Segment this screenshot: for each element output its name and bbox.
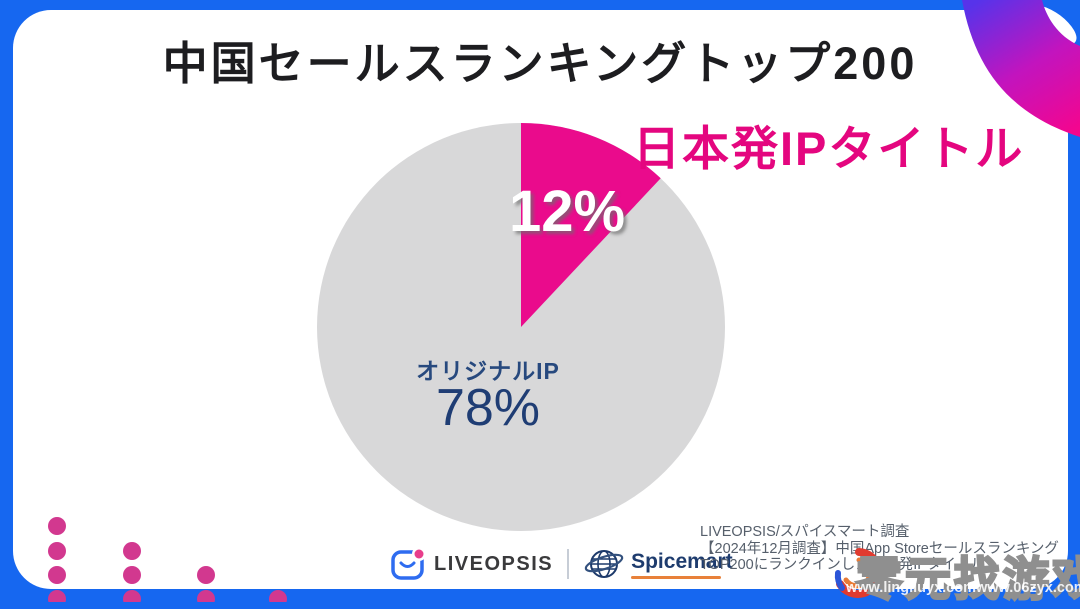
- watermark-brand-text: 零元找游戏: [855, 552, 1080, 607]
- page-title: 中国セールスランキングトップ200: [162, 38, 918, 89]
- pie-chart: [317, 123, 725, 531]
- source-line-1: LIVEOPSIS/スパイスマート調査: [700, 524, 910, 540]
- source-note: LIVEOPSIS/スパイスマート調査 【2024年12月調査】中国App St…: [700, 524, 1059, 574]
- source-line-2: 【2024年12月調査】中国App Storeセールスランキング: [700, 540, 1059, 557]
- watermark-urls: www.lingliuyx.com www.06zyx.com: [846, 580, 1080, 596]
- pie-value-japan-ip: 12%: [509, 179, 626, 244]
- source-line-3: TOP200にランクインした日本発IPタイトル: [700, 557, 985, 573]
- watermark-url-1: www.lingliuyx.com: [846, 580, 976, 596]
- corner-swoosh-decoration: [962, 0, 1080, 137]
- spicemart-globe-icon: [584, 550, 624, 578]
- pie-label-original-ip: オリジナルIP: [416, 358, 560, 384]
- watermark-url-2: www.06zyx.com: [975, 580, 1080, 596]
- logo-divider: [567, 549, 570, 579]
- watermark-logo-icon: [834, 548, 883, 598]
- liveopsis-logo-icon: [391, 547, 426, 580]
- dots-decoration: [48, 517, 287, 602]
- footer-logos: LIVEOPSIS Spicemart: [390, 545, 733, 583]
- pie-label-japan-ip: 日本発IPタイトル: [633, 122, 1025, 175]
- spicemart-logo: Spicemart: [631, 550, 733, 579]
- spicemart-logo-subline: [631, 575, 722, 579]
- pie-value-original-ip: 78%: [435, 379, 541, 437]
- spicemart-logo-text: Spicemart: [631, 549, 733, 573]
- pie-slice-japan-ip: [521, 123, 661, 327]
- liveopsis-logo-text: LIVEOPSIS: [434, 552, 554, 575]
